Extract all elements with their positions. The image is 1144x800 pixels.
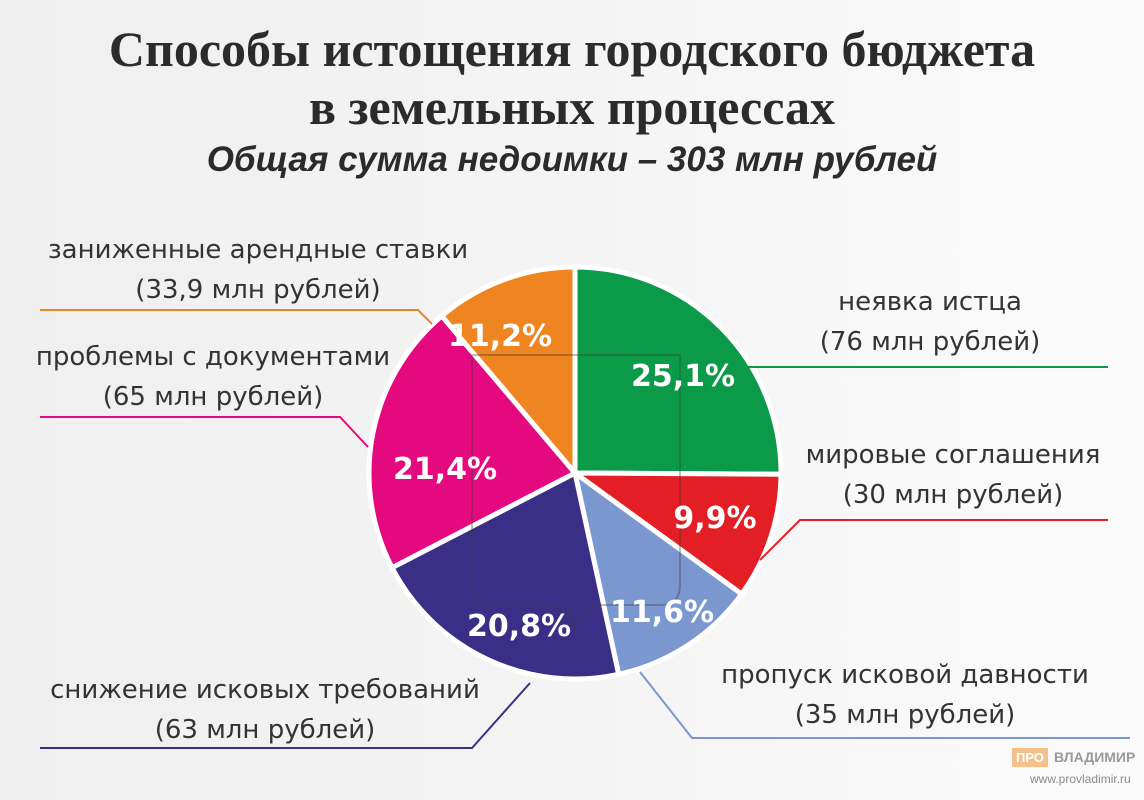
slice-percent-label: 21,4% (393, 452, 497, 487)
pie-slice (572, 264, 784, 477)
logo-pro: ПРО (1012, 748, 1048, 767)
slice-percent-label: 11,2% (448, 319, 552, 354)
slice-name: снижение исковых требований (50, 675, 480, 705)
slice-name: пропуск исковой давности (721, 660, 1089, 690)
slice-name: мировые соглашения (805, 440, 1101, 470)
logo-url: www.provladimir.ru (1030, 772, 1131, 786)
slice-legend-label: мировые соглашения (30 млн рублей) (806, 435, 1101, 515)
slice-amount: (76 млн рублей) (819, 327, 1041, 357)
slice-amount: (63 млн рублей) (154, 715, 376, 745)
leader-line (40, 682, 531, 749)
chart-title-line-2: в земельных процессах (308, 79, 836, 135)
pie-slice (438, 264, 578, 480)
slice-legend-label: пропуск исковой давности (35 млн рублей) (721, 655, 1089, 735)
slice-name: заниженные арендные ставки (47, 235, 469, 265)
leader-line (639, 671, 1130, 739)
chart-subtitle: Общая сумма недоимки – 303 млн рублей (206, 140, 938, 179)
slice-amount: (33,9 млн рублей) (135, 275, 381, 305)
slice-amount: (65 млн рублей) (102, 382, 324, 412)
slice-name: неявка истца (838, 287, 1022, 317)
pie-slice (388, 469, 622, 682)
slice-legend-label: неявка истца (76 млн рублей) (820, 282, 1041, 362)
leader-line (759, 519, 1108, 561)
slice-name: проблемы с документами (35, 342, 391, 372)
slice-percent-label: 11,6% (610, 595, 714, 630)
slice-percent-label: 20,8% (467, 609, 571, 644)
slice-percent-label: 25,1% (631, 359, 735, 394)
coat-of-arms-watermark (471, 354, 681, 631)
leader-line (40, 416, 369, 448)
slice-legend-label: снижение исковых требований (63 млн рубле… (50, 670, 480, 750)
pie-slice (567, 470, 784, 598)
pie-slice (571, 467, 746, 678)
leader-line (40, 309, 433, 325)
chart-title-line-1: Способы истощения городского бюджета (108, 21, 1036, 77)
slice-amount: (35 млн рублей) (794, 700, 1016, 730)
slice-percent-label: 9,9% (673, 501, 756, 536)
pie-slice (366, 312, 579, 572)
slice-amount: (30 млн рублей) (842, 480, 1064, 510)
logo-name: ВЛАДИМИР (1054, 749, 1136, 765)
slice-legend-label: заниженные арендные ставки (33,9 млн рубл… (48, 230, 468, 310)
slice-legend-label: проблемы с документами (65 млн рублей) (36, 337, 390, 417)
provladimir-logo: ПРО ВЛАДИМИР www.provladimir.ru (1008, 746, 1138, 796)
